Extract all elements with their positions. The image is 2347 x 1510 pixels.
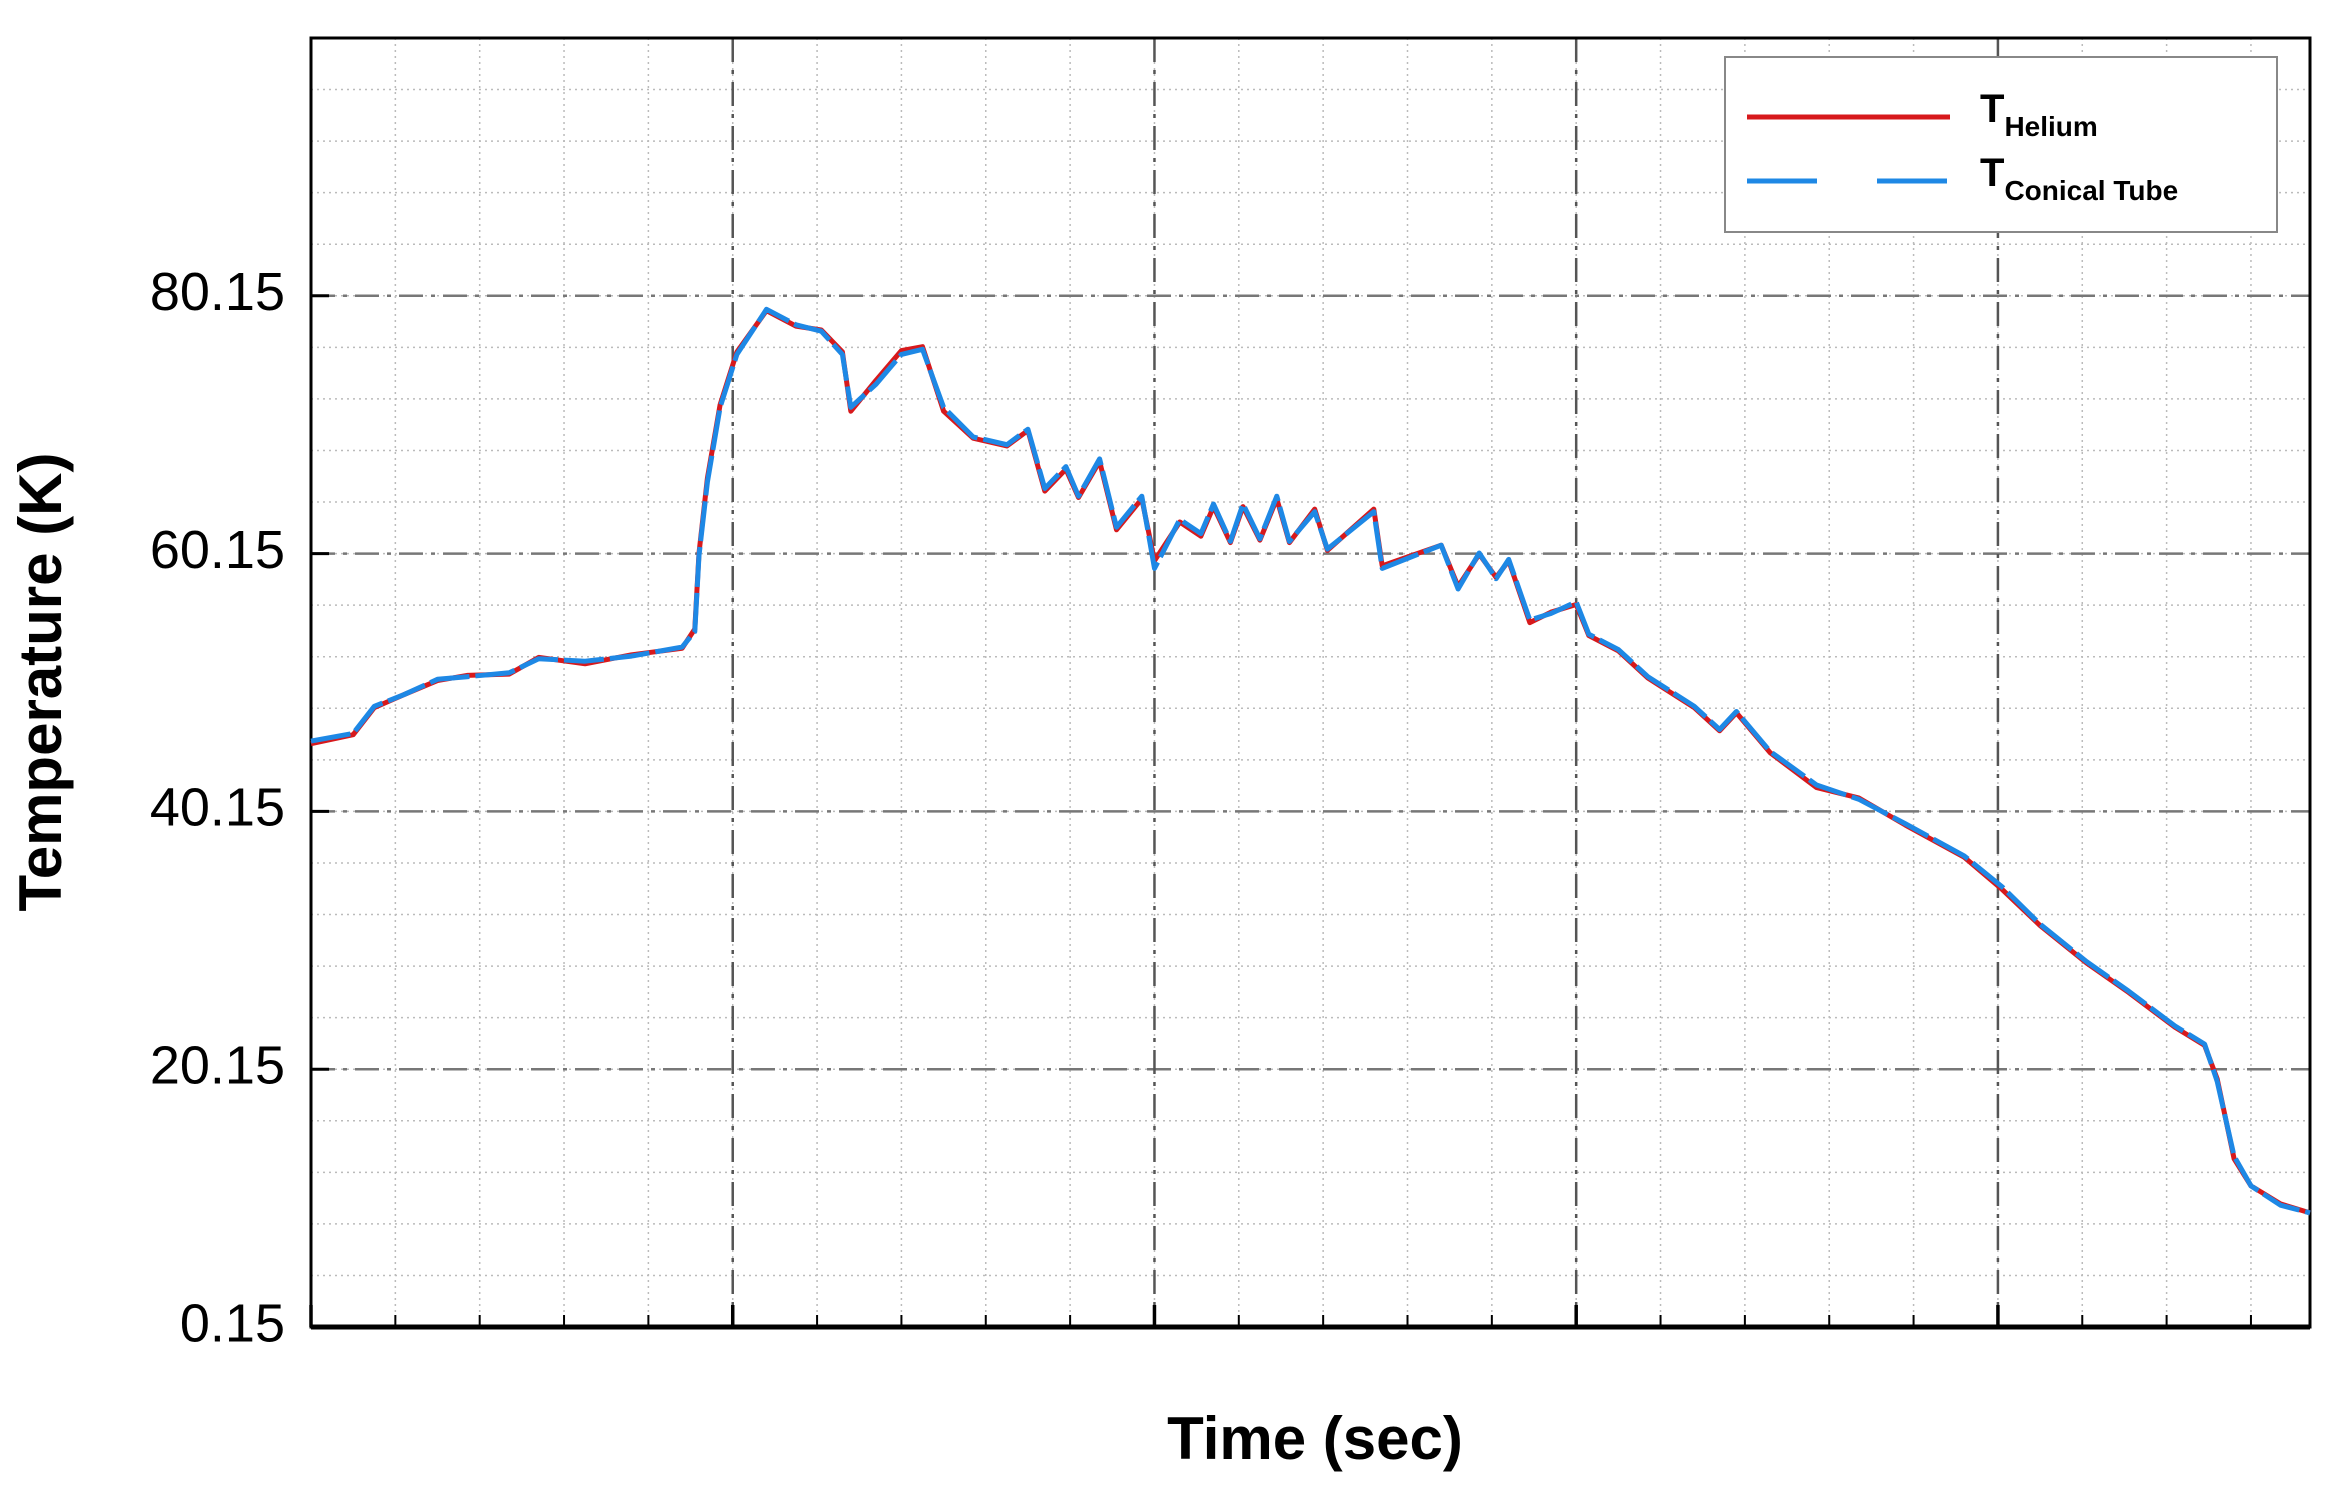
y-tick-label: 20.15	[150, 1035, 285, 1095]
y-tick-label: 40.15	[150, 778, 285, 838]
series-line	[310, 308, 2311, 1216]
legend-label: THelium	[1980, 87, 2098, 143]
legend-subscript: Helium	[2004, 111, 2097, 142]
legend-box	[1724, 56, 2278, 233]
legend-name: T	[1980, 87, 2004, 131]
y-tick-label: 80.15	[150, 262, 285, 322]
legend-subscript: Conical Tube	[2004, 175, 2178, 206]
y-axis-title: Temperature (K)	[7, 453, 74, 912]
y-tick-label: 60.15	[150, 520, 285, 580]
series-line	[310, 306, 2311, 1216]
legend-name: T	[1980, 151, 2004, 195]
y-tick-label: 0.15	[180, 1293, 285, 1353]
x-axis-title: Time (sec)	[1167, 1405, 1463, 1472]
legend-label: TConical Tube	[1980, 151, 2178, 207]
